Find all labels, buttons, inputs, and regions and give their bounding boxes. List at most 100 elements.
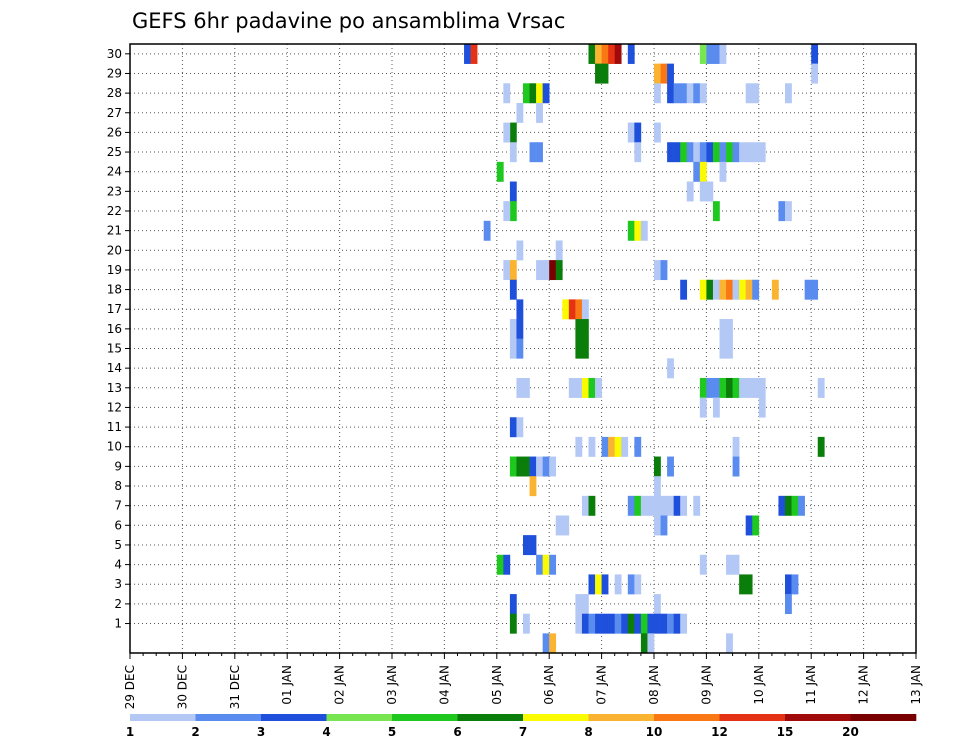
colorbar-swatch <box>523 714 589 721</box>
data-cell <box>758 142 766 163</box>
data-cell <box>634 495 642 516</box>
data-cell <box>627 44 635 64</box>
x-tick-label: 02 JAN <box>333 665 347 705</box>
data-cell <box>588 574 596 595</box>
data-cell <box>555 515 563 536</box>
data-cell <box>496 161 504 182</box>
data-cell <box>549 260 557 281</box>
data-cell <box>542 554 550 575</box>
y-tick-label: 15 <box>107 342 122 356</box>
y-tick-label: 20 <box>107 243 122 257</box>
y-tick-label: 29 <box>107 66 122 80</box>
data-cell <box>686 181 694 202</box>
data-cell <box>601 436 609 457</box>
y-tick-label: 4 <box>114 558 122 572</box>
data-cell <box>712 279 720 300</box>
data-cell <box>503 122 511 143</box>
x-axis: 29 DEC 30 DEC 31 DEC 01 JAN 02 JAN 03 JAN 04 J… <box>123 653 923 709</box>
y-tick-label: 12 <box>107 400 122 414</box>
data-cell <box>634 574 642 595</box>
data-cell <box>523 613 530 634</box>
x-tick-label: 31 DEC <box>228 665 242 709</box>
data-cell <box>667 63 674 84</box>
colorbar-label: 1 <box>126 725 134 739</box>
data-cell <box>588 44 596 64</box>
data-cell <box>785 201 792 222</box>
data-cell <box>509 613 517 634</box>
data-cell <box>758 397 766 418</box>
data-cell <box>712 44 720 64</box>
data-cell <box>575 299 583 320</box>
colorbar-label: 8 <box>584 725 592 739</box>
data-cell <box>758 377 766 398</box>
data-cell <box>726 377 733 398</box>
data-cell <box>654 83 661 104</box>
data-cell <box>588 495 596 516</box>
data-cell <box>588 436 596 457</box>
data-cell <box>745 574 753 595</box>
y-tick-label: 8 <box>114 479 122 493</box>
data-cell <box>549 554 557 575</box>
data-cell <box>601 574 609 595</box>
data-cell <box>699 397 707 418</box>
data-cell <box>575 338 583 359</box>
data-cell <box>503 554 511 575</box>
data-cell <box>778 495 786 516</box>
data-cell <box>509 279 517 300</box>
data-cell <box>529 456 537 477</box>
colorbar: 1 2 3 4 5 6 7 8 10 12 15 20 <box>126 714 917 739</box>
data-cell <box>621 436 629 457</box>
data-cell <box>627 574 635 595</box>
colorbar-swatch <box>326 714 393 721</box>
data-cell <box>581 495 589 516</box>
data-cell <box>509 122 517 143</box>
data-cell <box>509 181 517 202</box>
data-cell <box>699 83 707 104</box>
data-cell <box>785 495 792 516</box>
data-cell <box>719 319 727 339</box>
data-cell <box>529 535 537 556</box>
y-tick-label: 25 <box>107 145 122 159</box>
data-cell <box>608 436 615 457</box>
data-cell <box>686 83 694 104</box>
x-tick-label: 07 JAN <box>595 665 609 705</box>
data-cell <box>627 495 635 516</box>
data-cell <box>726 633 733 654</box>
data-cell <box>647 495 655 516</box>
colorbar-swatch <box>850 714 917 721</box>
data-cell <box>496 554 504 575</box>
y-tick-label: 21 <box>107 224 122 238</box>
data-cell <box>654 495 661 516</box>
data-cell <box>680 83 688 104</box>
data-cell <box>516 319 524 339</box>
data-cell <box>752 377 760 398</box>
data-cell <box>595 574 602 595</box>
x-tick-label: 01 JAN <box>280 665 294 705</box>
data-cell <box>634 613 642 634</box>
data-cell <box>660 495 668 516</box>
data-cell <box>509 338 517 359</box>
colorbar-label: 5 <box>388 725 396 739</box>
data-cell <box>667 613 674 634</box>
data-cell <box>804 279 812 300</box>
data-cell <box>811 279 819 300</box>
data-cell <box>581 299 589 320</box>
data-cell <box>634 142 642 163</box>
data-cell <box>575 319 583 339</box>
data-cell <box>817 377 825 398</box>
data-cell <box>739 279 746 300</box>
data-cell <box>654 476 661 497</box>
data-cell <box>529 83 537 104</box>
y-tick-label: 23 <box>107 184 122 198</box>
data-cell <box>529 476 537 497</box>
data-cell <box>706 142 714 163</box>
data-cell <box>575 613 583 634</box>
data-cell <box>640 613 648 634</box>
x-tick-label: 04 JAN <box>437 665 451 705</box>
data-cell <box>536 142 543 163</box>
data-cell <box>568 377 576 398</box>
data-cell <box>699 554 707 575</box>
data-cell <box>581 613 589 634</box>
data-cell <box>680 142 688 163</box>
